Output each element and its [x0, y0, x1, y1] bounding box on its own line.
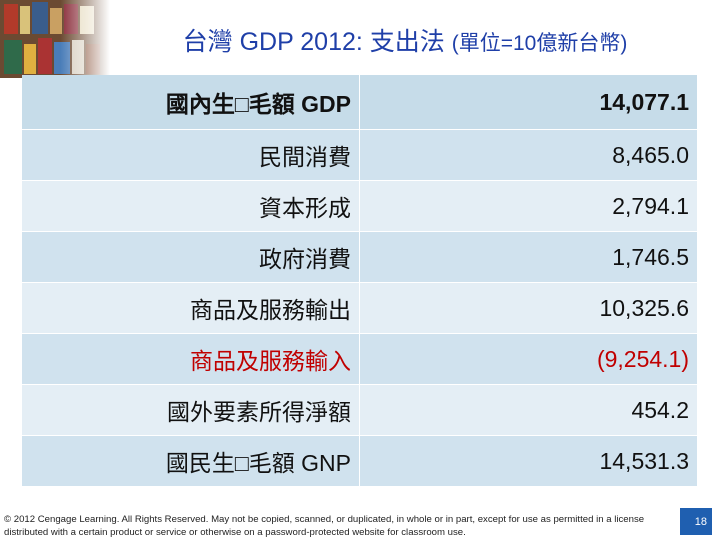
title-main: 台灣 GDP 2012: 支出法 — [182, 28, 445, 56]
page-number: 18 — [680, 508, 712, 535]
slide-title: 台灣 GDP 2012: 支出法 (單位=10億新台幣) — [105, 22, 705, 58]
table-row: 國民生□毛額 GNP 14,531.3 — [22, 436, 697, 487]
row-value: 8,465.0 — [612, 141, 689, 168]
row-value: 454.2 — [631, 396, 689, 423]
copyright: © 2012 Cengage Learning. All Rights Rese… — [4, 514, 645, 538]
gdp-table: 國內生□毛額 GDP 14,077.1 民間消費 8,465.0 資本形成 2,794.1… — [22, 75, 697, 487]
row-label: 民間消費 — [22, 130, 360, 180]
row-label: 資本形成 — [22, 181, 360, 231]
table-row: 國內生□毛額 GDP 14,077.1 — [22, 75, 697, 130]
row-value: 14,531.3 — [599, 447, 689, 474]
header-photo — [0, 0, 110, 78]
title-unit: (單位=10億新台幣) — [451, 32, 628, 55]
table-row: 資本形成 2,794.1 — [22, 181, 697, 232]
row-label: 國內生□毛額 GDP — [22, 75, 360, 129]
row-label: 國外要素所得淨額 — [22, 385, 360, 435]
row-label: 商品及服務輸入 — [22, 334, 360, 384]
row-value: (9,254.1) — [596, 345, 689, 372]
row-value: 2,794.1 — [612, 192, 689, 219]
table-row: 國外要素所得淨額 454.2 — [22, 385, 697, 436]
row-label: 商品及服務輸出 — [22, 283, 360, 333]
table-row: 政府消費 1,746.5 — [22, 232, 697, 283]
table-row: 民間消費 8,465.0 — [22, 130, 697, 181]
row-label: 政府消費 — [22, 232, 360, 282]
table-row: 商品及服務輸入 (9,254.1) — [22, 334, 697, 385]
table-row: 商品及服務輸出 10,325.6 — [22, 283, 697, 334]
row-label: 國民生□毛額 GNP — [22, 436, 360, 486]
row-value: 14,077.1 — [599, 88, 689, 115]
row-value: 10,325.6 — [599, 294, 689, 321]
row-value: 1,746.5 — [612, 243, 689, 270]
